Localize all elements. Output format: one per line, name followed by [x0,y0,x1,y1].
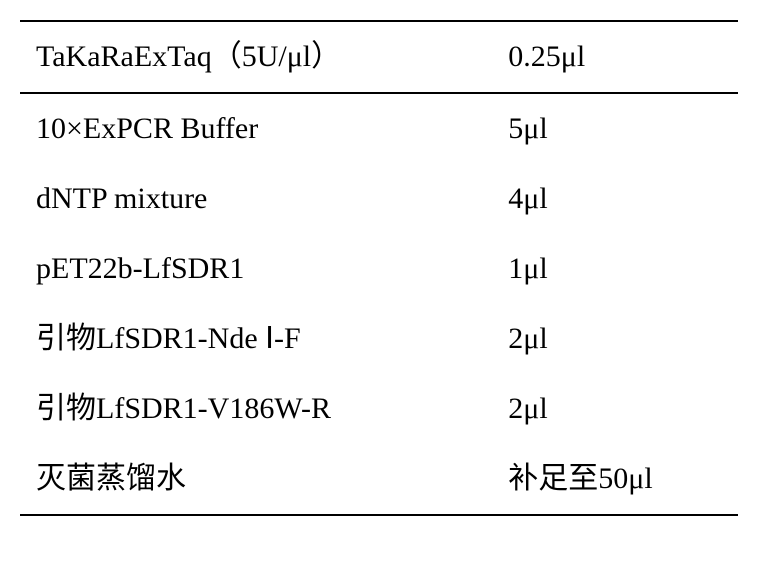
amount-cell: 4μl [508,164,738,234]
table-row: TaKaRaExTaq（5U/μl） 0.25μl [20,21,738,93]
table-row: pET22b-LfSDR1 1μl [20,234,738,304]
table: TaKaRaExTaq（5U/μl） 0.25μl 10×ExPCR Buffe… [20,20,738,516]
table-row: 10×ExPCR Buffer 5μl [20,93,738,164]
amount-cell: 补足至50μl [508,444,738,515]
amount-cell: 0.25μl [508,21,738,93]
reagent-cell: pET22b-LfSDR1 [20,234,508,304]
table-row: 引物LfSDR1-V186W-R 2μl [20,374,738,444]
reagent-cell: 10×ExPCR Buffer [20,93,508,164]
table-row: 引物LfSDR1-Nde Ⅰ-F 2μl [20,304,738,374]
amount-cell: 2μl [508,374,738,444]
reagent-cell: dNTP mixture [20,164,508,234]
reagent-cell: 引物LfSDR1-Nde Ⅰ-F [20,304,508,374]
table-row: dNTP mixture 4μl [20,164,738,234]
reagent-cell: 引物LfSDR1-V186W-R [20,374,508,444]
reagent-cell: 灭菌蒸馏水 [20,444,508,515]
pcr-reagent-table: TaKaRaExTaq（5U/μl） 0.25μl 10×ExPCR Buffe… [20,20,738,516]
table-row: 灭菌蒸馏水 补足至50μl [20,444,738,515]
amount-cell: 5μl [508,93,738,164]
amount-cell: 2μl [508,304,738,374]
amount-cell: 1μl [508,234,738,304]
reagent-cell: TaKaRaExTaq（5U/μl） [20,21,508,93]
